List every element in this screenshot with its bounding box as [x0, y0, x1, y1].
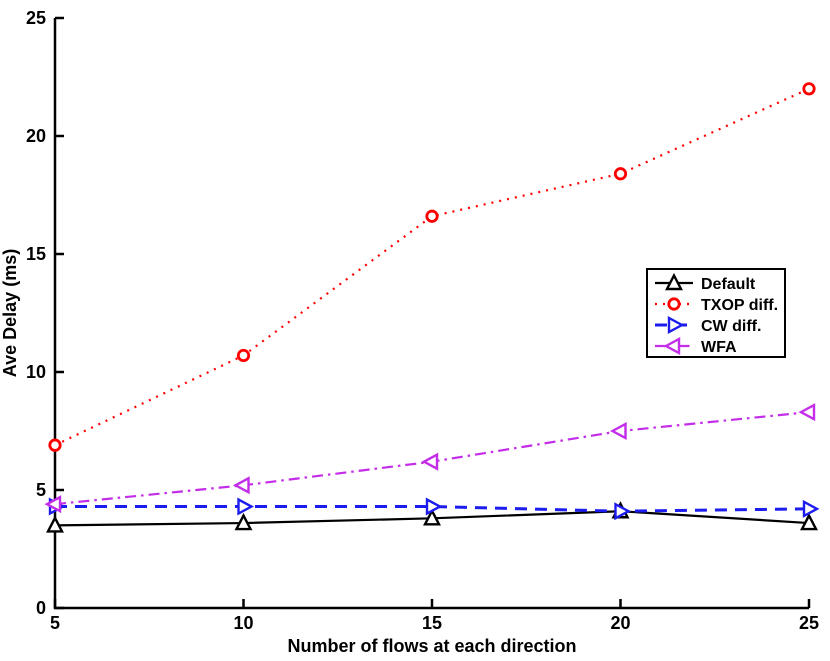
x-tick-label: 15	[422, 613, 442, 633]
circle-marker	[425, 209, 439, 223]
y-tick-label: 20	[26, 126, 46, 146]
y-tick-label: 15	[26, 244, 46, 264]
triangle-right-marker	[667, 315, 685, 335]
y-tick-label: 5	[36, 480, 46, 500]
triangle-left-marker	[798, 403, 816, 422]
circle-marker	[667, 297, 681, 311]
x-tick-label: 10	[233, 613, 253, 633]
legend-label-txop: TXOP diff.	[701, 297, 778, 314]
x-tick-label: 20	[610, 613, 630, 633]
y-tick-label: 0	[36, 598, 46, 618]
legend: Default TXOP diff. CW diff. WFA	[646, 268, 786, 358]
series-txop-diff	[48, 82, 816, 452]
series-wfa	[44, 403, 816, 514]
legend-label-wfa: WFA	[701, 339, 737, 356]
triangle-up-marker	[423, 508, 441, 526]
triangle-right-marker	[425, 497, 443, 516]
x-tick-label: 5	[50, 613, 60, 633]
data-series	[44, 82, 820, 533]
triangle-left-marker	[232, 476, 250, 495]
series-line	[55, 505, 810, 513]
triangle-up-marker	[800, 512, 818, 531]
triangle-left-marker	[663, 336, 681, 356]
triangle-up-marker	[665, 272, 683, 291]
triangle-up-marker	[46, 515, 64, 533]
x-tick-label: 25	[799, 613, 819, 633]
legend-label-default: Default	[701, 276, 756, 293]
triangle-left-marker	[44, 495, 62, 514]
series-cw-diff	[48, 497, 820, 521]
triangle-left-marker	[609, 421, 627, 441]
x-axis-label: Number of flows at each direction	[287, 636, 576, 656]
circle-marker	[48, 438, 62, 452]
circle-marker	[236, 348, 251, 363]
circle-marker	[613, 167, 628, 181]
series-line	[54, 87, 810, 447]
triangle-right-marker	[614, 502, 632, 521]
legend-label-cw: CW diff.	[701, 318, 761, 335]
triangle-left-marker	[421, 452, 439, 471]
triangle-right-marker	[802, 499, 820, 518]
y-tick-label: 10	[26, 362, 46, 382]
triangle-right-marker	[237, 497, 255, 516]
triangle-up-marker	[234, 512, 253, 531]
y-axis-label: Ave Delay (ms)	[0, 249, 20, 377]
legend-samples	[655, 272, 693, 356]
y-tick-label: 25	[26, 8, 46, 28]
circle-marker	[802, 82, 816, 96]
